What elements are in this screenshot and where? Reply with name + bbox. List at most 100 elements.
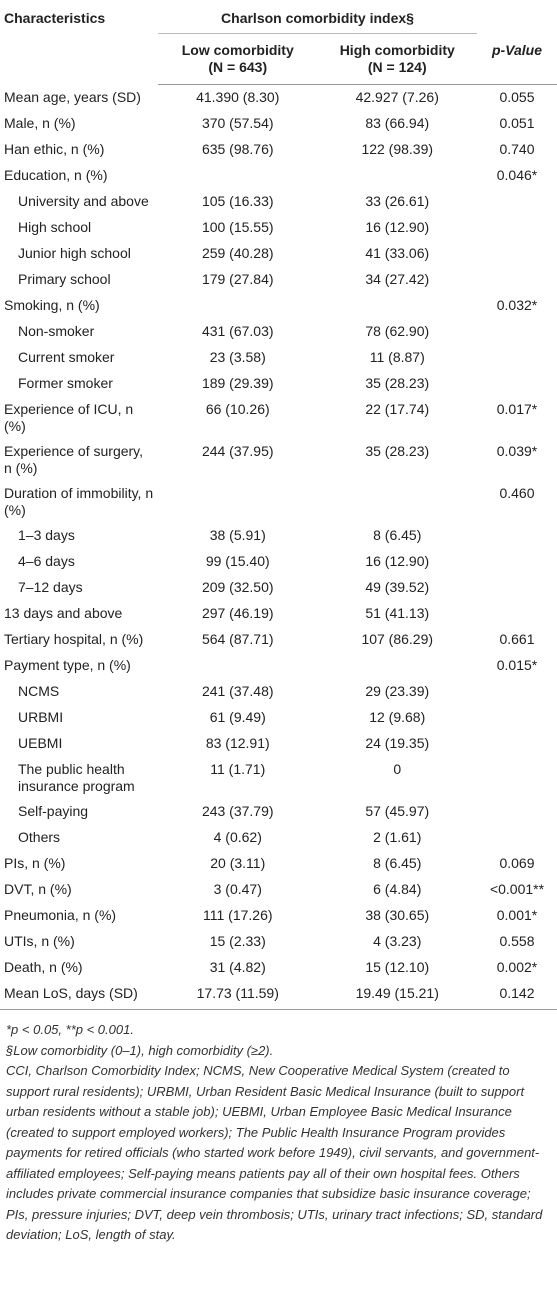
- high-value: 122 (98.39): [361, 141, 434, 157]
- characteristic: Death, n (%): [4, 959, 83, 975]
- table-row: Mean LoS, days (SD) 17.73 (11.59) 19.49 (1…: [0, 981, 557, 1010]
- table-row: Payment type, n (%) 0.015*: [0, 653, 557, 679]
- characteristic: The public health insurance program: [18, 761, 135, 794]
- group-header: Charlson comorbidity index§: [158, 0, 477, 34]
- low-value: 17.73 (11.59): [158, 981, 318, 1010]
- characteristic: Others: [18, 829, 61, 845]
- high-value: 29 (23.39): [365, 683, 430, 699]
- p-value: 0.015*: [496, 657, 538, 673]
- p-value: 0.001*: [496, 907, 538, 923]
- p-value: 0.142: [477, 981, 557, 1010]
- characteristic: 13 days and above: [4, 605, 123, 621]
- high-value: 42.927 (7.26): [355, 89, 439, 105]
- characteristic: Primary school: [18, 271, 111, 287]
- empty-cell: [158, 653, 318, 679]
- high-header-line: (N = 124): [367, 59, 427, 75]
- characteristic: UEBMI: [18, 735, 63, 751]
- characteristic: Smoking, n (%): [4, 297, 100, 313]
- characteristic: Duration of immobility, n (%): [4, 485, 154, 518]
- head-row: Low comorbidity (N = 643) High comorbidi…: [0, 33, 557, 85]
- high-value: 6 (4.84): [373, 881, 422, 897]
- p-value: 0.046*: [496, 167, 538, 183]
- table-row: Self-paying 243 (37.79) 57 (45.97): [0, 799, 557, 825]
- empty-cell: [477, 601, 557, 627]
- characteristic: URBMI: [18, 709, 64, 725]
- p-value: 0.017*: [496, 401, 538, 417]
- characteristic: UTIs, n (%): [4, 933, 75, 949]
- characteristic: Junior high school: [18, 245, 131, 261]
- characteristic: Mean age, years (SD): [4, 88, 141, 105]
- table-row: Primary school 179 (27.84) 34 (27.42): [0, 267, 557, 293]
- characteristic: Tertiary hospital, n (%): [4, 631, 144, 647]
- table-row: Mean age, years (SD) 41.390 (8.30) 42.927 …: [0, 85, 557, 112]
- low-value: 100 (15.55): [201, 219, 274, 235]
- high-value: 51 (41.13): [365, 605, 430, 621]
- high-value: 34 (27.42): [365, 271, 430, 287]
- table-row: Experience of surgery, n (%) 244 (37.95) 3…: [0, 439, 557, 481]
- footnote: CCI, Charlson Comorbidity Index; NCMS, N…: [6, 1063, 543, 1242]
- characteristic: Han ethic, n (%): [4, 141, 105, 157]
- empty-cell: [318, 653, 478, 679]
- table-row: Non-smoker 431 (67.03) 78 (62.90): [0, 319, 557, 345]
- characteristic: PIs, n (%): [4, 855, 66, 871]
- p-value: 0.002*: [496, 959, 538, 975]
- table-row: PIs, n (%) 20 (3.11) 8 (6.45) 0.069: [0, 851, 557, 877]
- table-row: UEBMI 83 (12.91) 24 (19.35): [0, 731, 557, 757]
- characteristic: Payment type, n (%): [4, 657, 131, 673]
- low-value: 3 (0.47): [213, 881, 262, 897]
- high-value: 15 (12.10): [365, 959, 430, 975]
- p-value: 0.069: [499, 855, 535, 871]
- low-value: 241 (37.48): [201, 683, 274, 699]
- table-row: Current smoker 23 (3.58) 11 (8.87): [0, 345, 557, 371]
- high-value: 0: [393, 761, 402, 777]
- spacer: [477, 0, 557, 34]
- high-value: 8 (6.45): [373, 855, 422, 871]
- table-head: Characteristics Charlson comorbidity ind…: [0, 0, 557, 85]
- empty-cell: [477, 757, 557, 799]
- low-value: 243 (37.79): [201, 803, 274, 819]
- characteristic: 1–3 days: [18, 527, 75, 543]
- low-value: 111 (17.26): [202, 907, 273, 923]
- table-row: Former smoker 189 (29.39) 35 (28.23): [0, 371, 557, 397]
- table-row: Tertiary hospital, n (%) 564 (87.71) 107 (…: [0, 627, 557, 653]
- low-value: 431 (67.03): [201, 323, 274, 339]
- empty-cell: [477, 267, 557, 293]
- high-value: 83 (66.94): [365, 115, 430, 131]
- high-header: High comorbidity (N = 124): [317, 33, 477, 85]
- characteristics-header: Characteristics: [4, 10, 106, 26]
- table-row: Others 4 (0.62) 2 (1.61): [0, 825, 557, 851]
- low-value: 41.390 (8.30): [196, 89, 280, 105]
- low-value: 179 (27.84): [201, 271, 274, 287]
- table-row: NCMS 241 (37.48) 29 (23.39): [0, 679, 557, 705]
- high-value: 24 (19.35): [365, 735, 430, 751]
- data-table: Characteristics Charlson comorbidity ind…: [0, 0, 557, 1010]
- footnote: *p < 0.05, **p < 0.001.: [6, 1022, 134, 1037]
- low-value: 635 (98.76): [201, 141, 274, 157]
- table-row: 13 days and above 297 (46.19) 51 (41.13): [0, 601, 557, 627]
- characteristic: NCMS: [18, 683, 60, 699]
- empty-cell: [477, 371, 557, 397]
- empty-cell: [477, 799, 557, 825]
- low-value: 4 (0.62): [213, 829, 262, 845]
- characteristic: DVT, n (%): [4, 881, 72, 897]
- low-header-line: Low comorbidity: [181, 42, 294, 58]
- low-value: 189 (29.39): [201, 375, 274, 391]
- p-value: 0.051: [499, 115, 535, 131]
- table-row: Pneumonia, n (%) 111 (17.26) 38 (30.65) 0.0…: [0, 903, 557, 929]
- empty-cell: [318, 293, 478, 319]
- p-value: 0.032*: [496, 297, 538, 313]
- empty-cell: [477, 241, 557, 267]
- p-value: 0.661: [499, 631, 535, 647]
- table-row: Smoking, n (%) 0.032*: [0, 293, 557, 319]
- low-value: 105 (16.33): [201, 193, 274, 209]
- low-value: 244 (37.95): [201, 443, 274, 459]
- high-value: 35 (28.23): [365, 443, 430, 459]
- table-row: Male, n (%) 370 (57.54) 83 (66.94) 0.051: [0, 111, 557, 137]
- empty-cell: [158, 481, 318, 523]
- p-value: 0.558: [499, 933, 535, 949]
- table-row: UTIs, n (%) 15 (2.33) 4 (3.23) 0.558: [0, 929, 557, 955]
- empty-cell: [318, 163, 478, 189]
- empty-cell: [158, 163, 318, 189]
- characteristic: Male, n (%): [4, 115, 76, 131]
- characteristic: Experience of surgery, n (%): [4, 443, 144, 476]
